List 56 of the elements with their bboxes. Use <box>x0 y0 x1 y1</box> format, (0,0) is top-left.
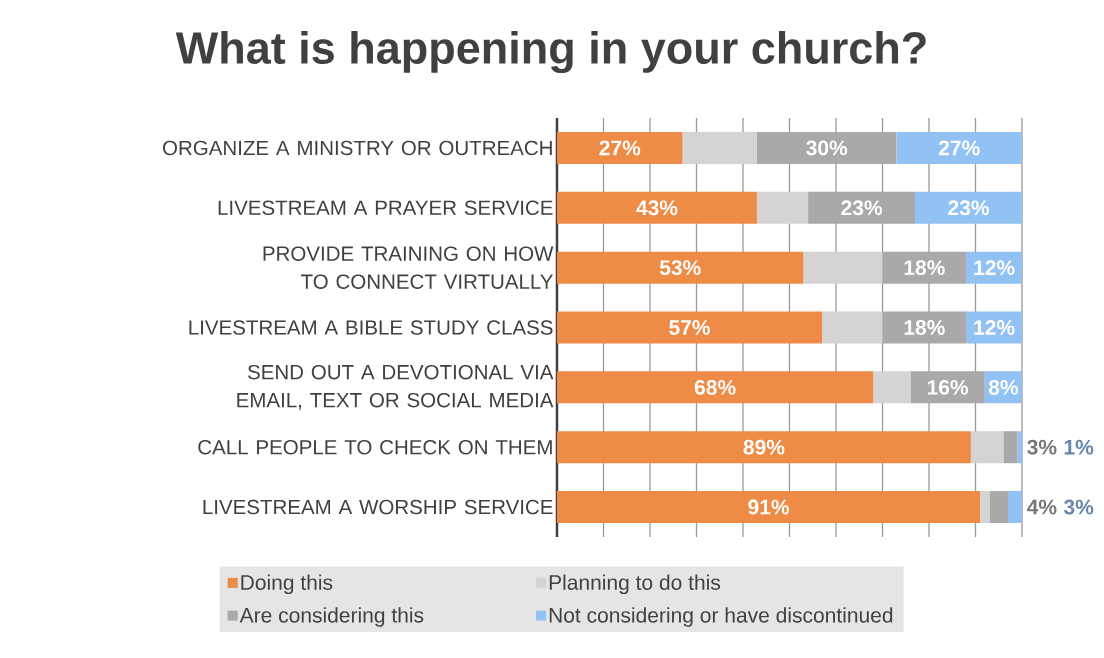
bar <box>756 131 897 164</box>
chart-title: What is happening in your church? <box>175 30 926 74</box>
bar <box>980 491 990 524</box>
bar <box>557 311 823 344</box>
legend-label: Not considering or have discontinued <box>549 607 893 627</box>
data-label: 23% <box>948 200 989 216</box>
data-label: 8% <box>988 379 1019 395</box>
y-tick-label: LIVESTREAM A WORSHIP SERVICE <box>203 499 553 515</box>
bar <box>803 251 883 284</box>
data-label: 3% <box>1027 439 1057 455</box>
bar <box>557 251 804 284</box>
bar <box>915 191 1022 224</box>
bar <box>557 191 757 224</box>
bar <box>557 131 683 164</box>
legend-label: Are considering this <box>239 607 424 627</box>
bar <box>557 491 981 524</box>
bar <box>557 431 971 464</box>
bar <box>882 251 967 284</box>
bar <box>682 131 757 164</box>
bar <box>882 311 967 344</box>
bar <box>557 371 874 404</box>
bar <box>756 191 809 224</box>
data-label: 18% <box>904 260 945 276</box>
bar <box>970 431 1004 464</box>
bar <box>989 491 1009 524</box>
y-tick-label: SEND OUT A DEVOTIONAL VIA EMAIL, TEXT OR SOCIAL MEDIA <box>237 364 554 410</box>
y-tick-label: ORGANIZE A MINISTRY OR OUTREACH <box>163 140 552 156</box>
data-label: 16% <box>927 379 969 395</box>
data-label: 91% <box>748 499 790 515</box>
data-label: 27% <box>599 140 641 156</box>
data-label: 27% <box>938 140 980 156</box>
data-label: 12% <box>974 320 1015 335</box>
bar <box>873 371 911 404</box>
data-label: 12% <box>974 260 1015 276</box>
data-label: 53% <box>659 260 701 276</box>
data-label: 57% <box>669 320 710 335</box>
data-label: 43% <box>636 200 678 216</box>
data-label: 89% <box>743 439 785 455</box>
bar <box>1008 491 1022 524</box>
bar <box>808 191 916 224</box>
data-label: 1% <box>1064 439 1094 455</box>
data-label: 18% <box>904 320 945 335</box>
data-label: 4% <box>1027 499 1057 515</box>
data-label: 23% <box>841 200 883 216</box>
y-tick-label: CALL PEOPLE TO CHECK ON THEM <box>198 439 552 455</box>
bar <box>896 131 1022 164</box>
data-label: 30% <box>806 140 848 156</box>
data-label: 68% <box>694 379 736 395</box>
y-tick-label: LIVESTREAM A PRAYER SERVICE <box>218 200 553 216</box>
legend-label: Planning to do this <box>549 574 721 595</box>
legend-label: Doing this <box>241 574 333 595</box>
bar <box>822 311 883 344</box>
y-tick-label: PROVIDE TRAINING ON HOW TO CONNECT VIRTUALLY <box>263 246 554 289</box>
bar <box>1003 431 1018 464</box>
y-tick-label: LIVESTREAM A BIBLE STUDY CLASS <box>189 320 553 335</box>
data-label: 3% <box>1063 499 1094 515</box>
